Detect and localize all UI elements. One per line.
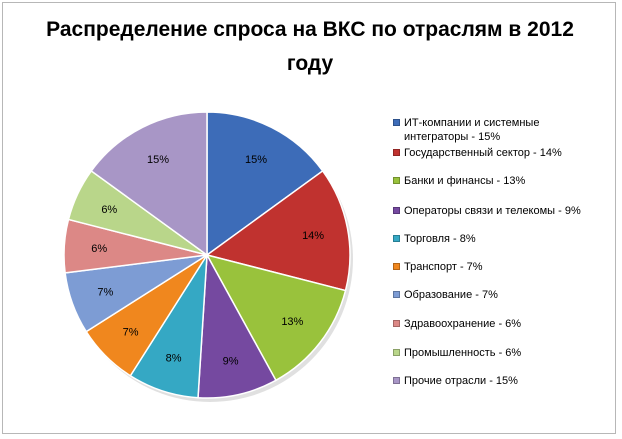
legend-swatch-8 — [393, 320, 400, 327]
legend-label-4: Операторы связи и телекомы - 9% — [404, 205, 581, 217]
legend-label-9: Промышленность - 6% — [404, 347, 522, 359]
legend-swatch-9 — [393, 349, 400, 356]
legend-swatch-1 — [393, 119, 400, 126]
slice-data-label-10: 15% — [147, 154, 169, 166]
pie-slice-1 — [206, 111, 324, 257]
legend-swatch-5 — [393, 235, 400, 242]
slice-data-label-4: 9% — [223, 355, 239, 367]
legend-swatch-7 — [393, 291, 400, 298]
pie-slice-3 — [205, 253, 347, 382]
legend-swatch-10 — [393, 377, 400, 384]
slice-data-label-9: 6% — [101, 204, 117, 216]
legend-swatch-4 — [393, 207, 400, 214]
legend-label-1: ИТ-компании и системные интеграторы - 15… — [404, 117, 540, 143]
slice-data-label-3: 13% — [281, 316, 303, 328]
legend-swatch-3 — [393, 177, 400, 184]
legend-label-6: Транспорт - 7% — [404, 261, 483, 273]
pie-slice-2 — [205, 169, 351, 292]
legend-label-5: Торговля - 8% — [404, 233, 476, 245]
slice-data-label-8: 6% — [91, 243, 107, 255]
legend-label-8: Здравоохранение - 6% — [404, 318, 522, 330]
chart-title: Распределение спроса на ВКС по отраслям … — [46, 18, 574, 75]
pie-slice-4 — [197, 252, 277, 399]
legend-label-3: Банки и финансы - 13% — [404, 175, 526, 187]
legend-label-2: Государственный сектор - 14% — [404, 147, 562, 159]
slice-data-label-7: 7% — [97, 287, 113, 299]
pie-slice-10 — [90, 111, 208, 257]
slice-data-label-5: 8% — [166, 353, 182, 365]
legend-label-10: Прочие отрасли - 15% — [404, 375, 518, 387]
legend-swatch-6 — [393, 263, 400, 270]
slice-data-label-2: 14% — [302, 230, 324, 242]
legend-label-7: Образование - 7% — [404, 289, 498, 301]
legend-swatch-2 — [393, 149, 400, 156]
slice-data-label-1: 15% — [245, 154, 267, 166]
slice-data-label-6: 7% — [123, 326, 139, 338]
